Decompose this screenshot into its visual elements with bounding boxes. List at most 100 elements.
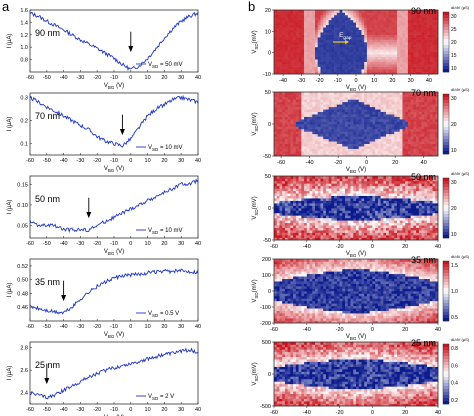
heat-cell	[317, 195, 321, 199]
heat-cell	[413, 61, 417, 65]
heat-cell	[413, 215, 417, 219]
heat-cell	[342, 128, 346, 132]
heat-cell	[336, 121, 340, 125]
heat-cell	[293, 146, 297, 149]
heat-cell	[358, 124, 362, 127]
heat-cell	[317, 212, 321, 216]
heat-cell	[380, 59, 384, 62]
heat-cell	[410, 212, 414, 216]
heat-cell	[315, 210, 319, 214]
heat-cell	[391, 126, 395, 130]
heat-cell	[356, 195, 360, 199]
heat-cell	[339, 235, 343, 238]
heat-cell	[356, 34, 360, 38]
heat-cell	[402, 116, 406, 120]
heat-cell	[369, 106, 373, 110]
heat-cell	[375, 14, 379, 18]
heat-cell	[353, 183, 357, 187]
heat-cell	[315, 176, 319, 179]
heat-cell	[350, 61, 354, 65]
heat-cell	[397, 66, 401, 70]
heat-cell	[320, 116, 324, 120]
heat-cell	[410, 119, 414, 122]
heat-cell	[394, 176, 398, 179]
x-tick-label: -10	[110, 158, 118, 164]
heat-cell	[410, 10, 414, 13]
colorbar-cell	[443, 21, 449, 25]
heat-cell	[282, 124, 286, 127]
heat-cell	[287, 59, 291, 62]
heat-cell	[356, 237, 360, 241]
heat-cell	[397, 32, 401, 35]
heat-cell	[328, 212, 332, 216]
heat-cell	[410, 69, 414, 72]
heat-cell	[323, 205, 327, 209]
heat-cell	[328, 128, 332, 132]
heat-cell	[372, 34, 376, 38]
heat-cell	[276, 230, 280, 233]
heat-cell	[282, 133, 286, 137]
heat-cell	[413, 198, 417, 201]
heat-cell	[353, 227, 357, 231]
heat-cell	[295, 39, 299, 43]
heat-cell	[309, 183, 313, 187]
heat-cell	[282, 46, 286, 50]
heat-cell	[293, 114, 297, 117]
heat-cell	[312, 128, 316, 132]
heat-cell	[375, 237, 379, 241]
heat-cell	[356, 131, 360, 135]
heat-cell	[312, 19, 316, 23]
heat-cell	[421, 39, 425, 43]
heat-cell	[295, 49, 299, 53]
heat-cell	[427, 51, 431, 55]
heat-cell	[339, 10, 343, 13]
heat-cell	[320, 141, 324, 144]
heat-cell	[298, 212, 302, 216]
heat-cell	[282, 210, 286, 214]
heat-cell	[320, 133, 324, 137]
heat-cell	[276, 237, 280, 241]
heat-cell	[312, 193, 316, 196]
heat-cell	[345, 208, 349, 211]
heat-cell	[284, 66, 288, 70]
heat-cell	[347, 126, 351, 130]
heat-cell	[276, 146, 280, 149]
y-tick-label: 0.05	[17, 224, 28, 230]
heat-cell	[377, 32, 381, 35]
heat-cell	[304, 128, 308, 132]
heat-cell	[323, 148, 327, 152]
heat-cell	[424, 17, 428, 21]
heat-cell	[339, 205, 343, 209]
heat-cell	[407, 19, 411, 23]
heat-cell	[410, 183, 414, 187]
heat-cell	[298, 148, 302, 152]
heat-cell	[347, 215, 351, 219]
heat-cell	[331, 111, 335, 115]
heat-cell	[295, 153, 299, 157]
heat-cell	[301, 39, 305, 43]
heat-cell	[323, 200, 327, 204]
heat-cell	[309, 220, 313, 224]
heat-cell	[416, 42, 420, 45]
heat-cell	[366, 27, 370, 30]
heat-cell	[372, 188, 376, 192]
heat-cell	[315, 203, 319, 206]
heat-cell	[358, 205, 362, 209]
heat-cell	[328, 205, 332, 209]
heat-cell	[274, 66, 278, 70]
heat-cell	[432, 225, 436, 228]
heat-cell	[435, 49, 439, 53]
heat-cell	[331, 121, 335, 125]
heat-cell	[435, 69, 439, 72]
heat-cell	[407, 215, 411, 219]
heat-cell	[372, 66, 376, 70]
y-tick-label: 2.4	[20, 391, 28, 397]
x-tick-label: 20	[392, 160, 398, 166]
heat-cell	[435, 34, 439, 38]
heat-cell	[386, 153, 390, 157]
heat-cell	[402, 188, 406, 192]
colorbar-cell	[443, 94, 449, 98]
heat-cell	[361, 124, 365, 127]
heat-cell	[328, 225, 332, 228]
heat-cell	[358, 61, 362, 65]
